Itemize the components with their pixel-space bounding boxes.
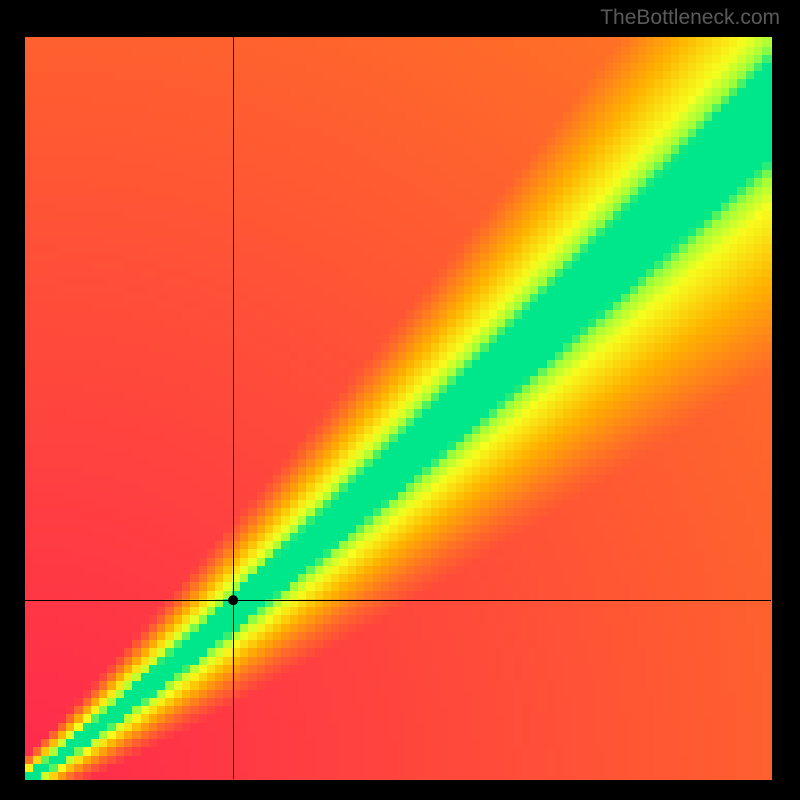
heatmap-canvas bbox=[0, 0, 800, 800]
root: TheBottleneck.com bbox=[0, 0, 800, 800]
watermark-text: TheBottleneck.com bbox=[600, 6, 780, 30]
